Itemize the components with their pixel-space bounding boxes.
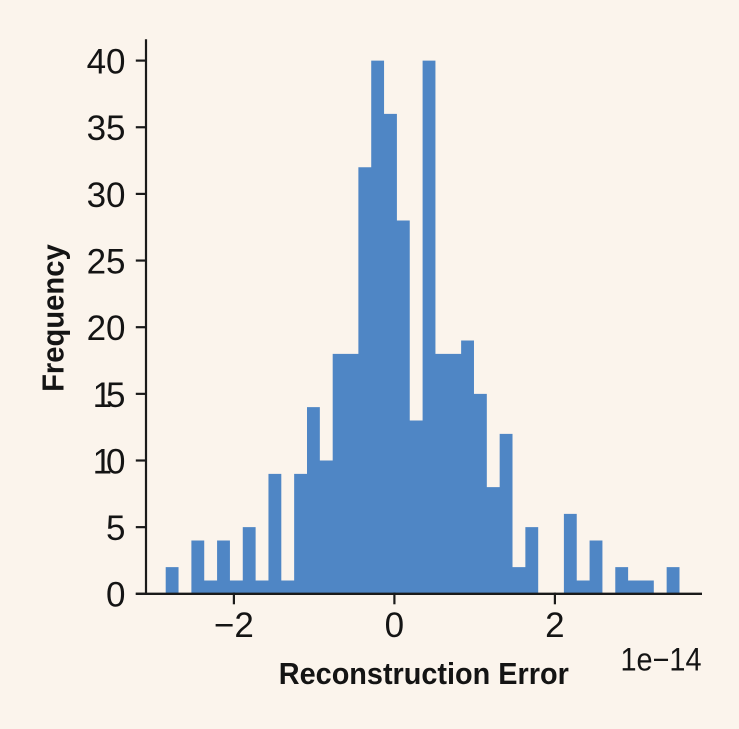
svg-text:10: 10 bbox=[93, 442, 126, 481]
svg-text:25: 25 bbox=[87, 242, 126, 281]
svg-text:Frequency: Frequency bbox=[35, 244, 70, 392]
svg-text:20: 20 bbox=[87, 309, 126, 348]
svg-text:0: 0 bbox=[106, 576, 125, 615]
svg-text:1e−14: 1e−14 bbox=[621, 642, 702, 678]
svg-text:−2: −2 bbox=[214, 606, 254, 645]
svg-text:30: 30 bbox=[87, 176, 126, 215]
svg-text:15: 15 bbox=[93, 376, 126, 415]
svg-text:0: 0 bbox=[385, 606, 404, 645]
svg-text:2: 2 bbox=[545, 606, 564, 645]
svg-text:5: 5 bbox=[106, 509, 125, 548]
svg-text:35: 35 bbox=[87, 109, 126, 148]
svg-text:40: 40 bbox=[87, 43, 126, 82]
svg-text:Reconstruction Error: Reconstruction Error bbox=[279, 656, 569, 691]
